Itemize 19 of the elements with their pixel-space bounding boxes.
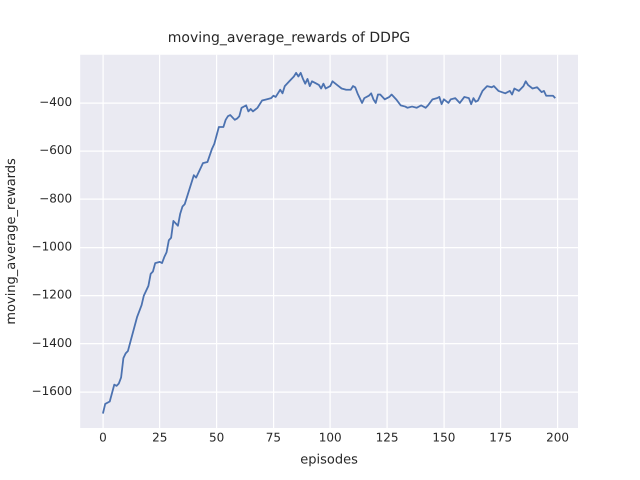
x-tick-label: 25 xyxy=(152,430,168,444)
y-tick-label: −1400 xyxy=(32,336,72,350)
y-tick-label: −800 xyxy=(39,191,72,206)
x-axis-title: episodes xyxy=(300,452,358,468)
x-tick-label: 175 xyxy=(489,430,512,444)
y-axis-title: moving_average_rewards xyxy=(4,158,20,325)
x-tick-label: 75 xyxy=(266,430,282,444)
x-tick-label: 100 xyxy=(318,430,342,444)
y-tick-label: −1000 xyxy=(32,240,72,254)
chart-title: moving_average_rewards of DDPG xyxy=(168,30,410,46)
x-tick-label: 200 xyxy=(546,430,569,444)
x-tick-label: 150 xyxy=(432,430,456,444)
y-tick-label: −400 xyxy=(39,95,72,110)
y-tick-label: −1600 xyxy=(32,384,72,398)
x-tick-label: 0 xyxy=(99,430,107,444)
x-tick-label: 125 xyxy=(376,430,399,444)
y-tick-label: −1200 xyxy=(32,288,72,302)
y-tick-label: −600 xyxy=(39,143,72,158)
x-tick-label: 50 xyxy=(208,430,224,444)
